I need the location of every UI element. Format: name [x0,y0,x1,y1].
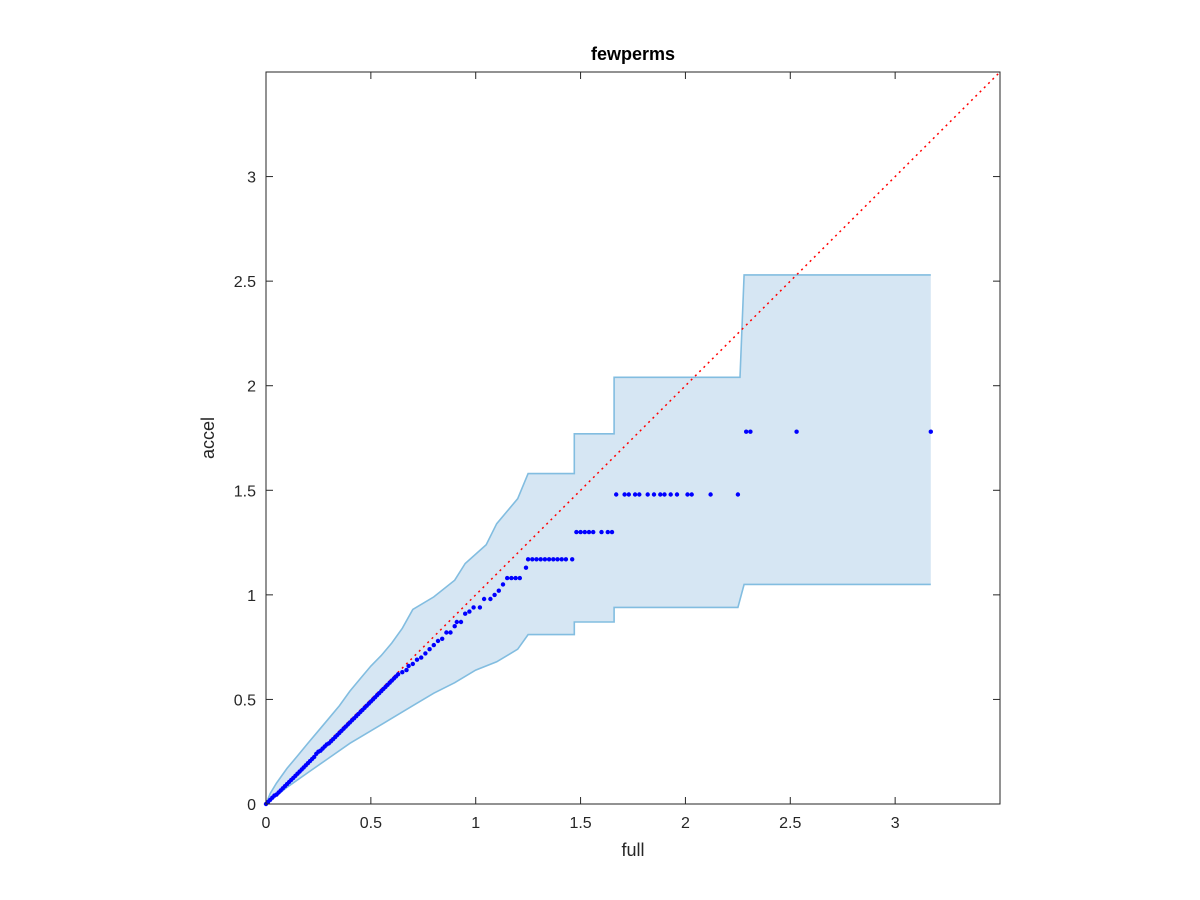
x-tick-label: 2 [681,815,690,832]
y-tick-label: 2.5 [234,274,256,291]
y-tick-label: 3 [247,170,256,187]
confidence-band [265,274,931,805]
data-point [668,492,673,497]
data-point [488,596,493,602]
data-point [423,651,428,656]
data-point [551,557,556,562]
data-point [500,582,506,587]
x-tick-label: 1 [471,815,480,832]
data-point [463,611,468,616]
data-point [481,596,487,602]
data-point [658,492,663,497]
axes-box [265,71,1001,805]
data-point [525,557,531,562]
data-point [570,557,575,562]
y-tick-label: 1.5 [234,483,256,500]
data-point [492,592,497,598]
axis-ticks: 0 0.5 1 1.5 2 2.5 3 0 0.5 1 1.5 2 2.5 3 [234,72,1000,832]
data-point [591,529,596,535]
chart-title: fewperms [591,44,675,64]
data-point [419,655,424,660]
x-tick-label: 2.5 [779,815,801,832]
data-point [559,557,564,562]
band-lower-edge [265,583,931,805]
data-point [609,529,615,535]
data-point [685,492,690,497]
data-point [674,492,680,497]
data-point [523,565,529,570]
data-point [744,429,749,434]
data-point [538,557,543,562]
data-point [431,642,436,648]
x-tick-label: 1.5 [569,815,591,832]
y-tick-label: 2 [247,379,256,396]
data-points [263,429,933,807]
data-point [651,492,657,497]
data-point [440,636,445,641]
data-point [444,630,449,635]
data-point [467,609,472,614]
data-point [530,557,535,562]
y-axis-label: accel [198,417,218,459]
data-point [586,529,592,535]
data-point [689,492,694,497]
data-point [748,429,753,434]
data-point [400,670,405,675]
x-tick-label: 0.5 [360,815,382,832]
data-point [555,557,560,562]
y-tick-label: 0 [247,797,256,814]
data-point [477,605,483,610]
data-point [614,492,619,497]
data-point [542,557,548,562]
data-point [404,667,409,673]
data-point [513,575,518,581]
data-point [605,529,610,535]
data-point [578,529,583,535]
data-point [454,619,459,625]
band-upper-edge [265,274,931,805]
data-point [406,663,411,669]
data-point [517,575,522,581]
y-tick-label: 0.5 [234,692,256,709]
data-point [563,557,569,562]
data-point [448,630,453,635]
data-point [582,529,587,535]
data-point [458,619,464,625]
data-point [637,492,642,497]
x-tick-label: 0 [262,815,271,832]
data-point [626,492,631,497]
data-point [794,429,799,434]
data-point [622,492,627,497]
data-point [599,529,604,535]
data-point [546,557,552,562]
data-point [410,661,415,667]
data-point [509,575,514,581]
x-tick-label: 3 [891,815,900,832]
data-point [645,492,650,497]
data-point [505,575,510,581]
band-fill [266,274,931,804]
data-point [534,557,539,562]
y-tick-label: 1 [247,588,256,605]
data-point [395,672,401,677]
data-point [435,638,441,644]
data-point [662,492,667,497]
data-point [928,429,933,434]
data-point [414,657,420,662]
data-point [632,492,638,497]
data-point [452,624,457,629]
data-point [471,605,476,610]
x-axis-label: full [621,840,644,860]
data-point [708,492,713,497]
data-point [574,529,579,535]
data-point [312,754,317,760]
data-point [735,492,741,497]
data-point [427,647,432,652]
data-point [496,588,501,593]
